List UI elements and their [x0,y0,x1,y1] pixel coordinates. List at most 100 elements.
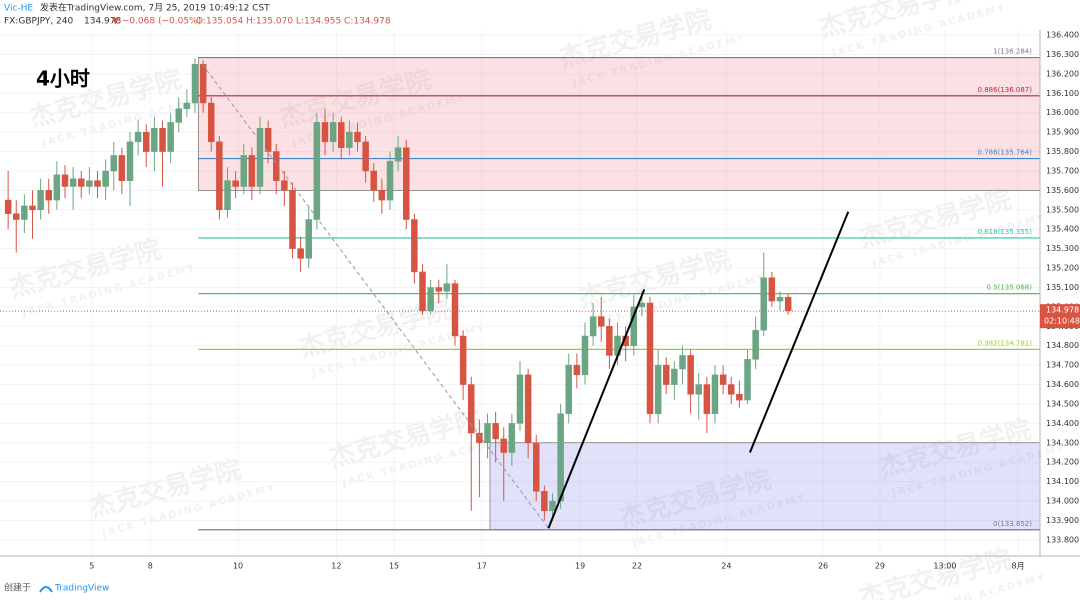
candle-body [646,302,654,414]
x-tick-label: 26 [818,562,828,571]
published: 发表在TradingView.com, 7月 25, 2019 10:49:12… [40,2,270,14]
candle-body [630,306,637,346]
candle-body [776,296,784,302]
candle-body [492,423,499,440]
candle-body [541,491,548,512]
candle-body [264,127,272,152]
x-tick-label: 13:00 [933,562,956,571]
y-tick-label: 133.900 [1046,516,1079,525]
candle-body [94,180,101,187]
candle-body [126,141,134,181]
candle-body [435,287,442,292]
x-tick-label: 29 [875,562,885,571]
candle-body [654,364,662,414]
y-tick-label: 136.300 [1046,50,1079,59]
candle-body [411,219,418,273]
author: Vic-HE [4,4,33,14]
candle-body [232,180,239,187]
candle-body [191,63,199,104]
plot [0,58,1040,529]
ohlc: O:135.054 H:135.070 L:134.955 C:134.978 [196,17,391,27]
candle-body [362,141,369,172]
created: 创建于 [4,582,31,594]
candle-body [289,190,296,249]
candle-body [419,271,426,312]
candle-body [110,155,117,172]
candle-body [573,364,581,376]
trendline [749,211,850,453]
candle-body [516,374,524,424]
y-tick-label: 135.700 [1046,166,1079,175]
candle-body [321,122,329,143]
candle-body [443,283,451,292]
candle-body [78,178,85,187]
candle-body [354,131,361,143]
y-tick-label: 134.500 [1046,399,1079,408]
candle-body [581,335,589,376]
candle-body [208,102,215,143]
x-tick-label: 22 [632,562,642,571]
y-tick-label: 136.100 [1046,89,1079,98]
candle-body [45,190,52,201]
candle-body [728,384,735,395]
candle-body [533,442,540,492]
y-tick-label: 135.500 [1046,205,1079,214]
x-tick-label: 8月 [1012,562,1025,571]
candle-body [86,180,93,187]
y-tick-label: 135.400 [1046,225,1079,234]
candle-body [784,296,792,312]
candle-body [711,374,719,414]
candle-body [370,170,377,191]
candle-body [281,180,288,191]
countdown-label: 02:10:48 [1044,317,1080,326]
y-tick-label: 134.000 [1046,497,1079,506]
candle-body [557,413,564,502]
zone [489,442,1041,531]
y-tick-label: 133.800 [1046,535,1079,544]
y-tick-label: 135.800 [1046,147,1079,156]
candle-body [736,394,743,401]
x-tick-label: 17 [477,562,487,571]
candle-body [459,335,467,385]
candle-body [21,205,28,220]
candle-body [329,122,337,143]
x-tick-label: 19 [575,562,585,571]
candle-body [199,63,207,104]
y-tick-label: 134.700 [1046,361,1079,370]
candle-body [760,277,767,331]
candle-body [663,364,670,385]
y-tick-label: 134.200 [1046,458,1079,467]
fib-label: 0(133.852) [993,520,1032,528]
y-tick-label: 134.300 [1046,438,1079,447]
candle-body [752,329,759,360]
candle-body [768,277,776,302]
candle-body [4,199,12,214]
y-tick-label: 136.400 [1046,31,1079,40]
y-tick-label: 136.000 [1046,108,1079,117]
candle-body [606,326,613,356]
chart-title: 4小时 [36,67,90,91]
candle-body [687,355,694,395]
candle-body [378,190,386,201]
candle-body [598,316,605,327]
x-tick-label: 24 [721,562,731,571]
fib-label: 0.786(135.764) [978,149,1033,157]
candle-body [565,364,572,414]
candle-body [508,423,516,453]
candle-body [240,155,247,187]
candle-body [37,190,44,211]
trendline [201,63,549,529]
fib-label: 1(136.284) [993,48,1032,56]
candle-body [338,122,345,148]
candle-body [151,127,158,152]
candle-body [102,170,109,187]
candle-body [695,384,702,395]
candle-body [484,423,491,444]
x-tick-label: 15 [389,562,399,571]
fib-label: 0.5(135.068) [986,284,1032,292]
y-tick-label: 135.300 [1046,244,1079,253]
x-tick-label: 5 [89,562,94,571]
y-tick-label: 135.900 [1046,128,1079,137]
fib-label: 0.886(136.087) [978,86,1033,94]
